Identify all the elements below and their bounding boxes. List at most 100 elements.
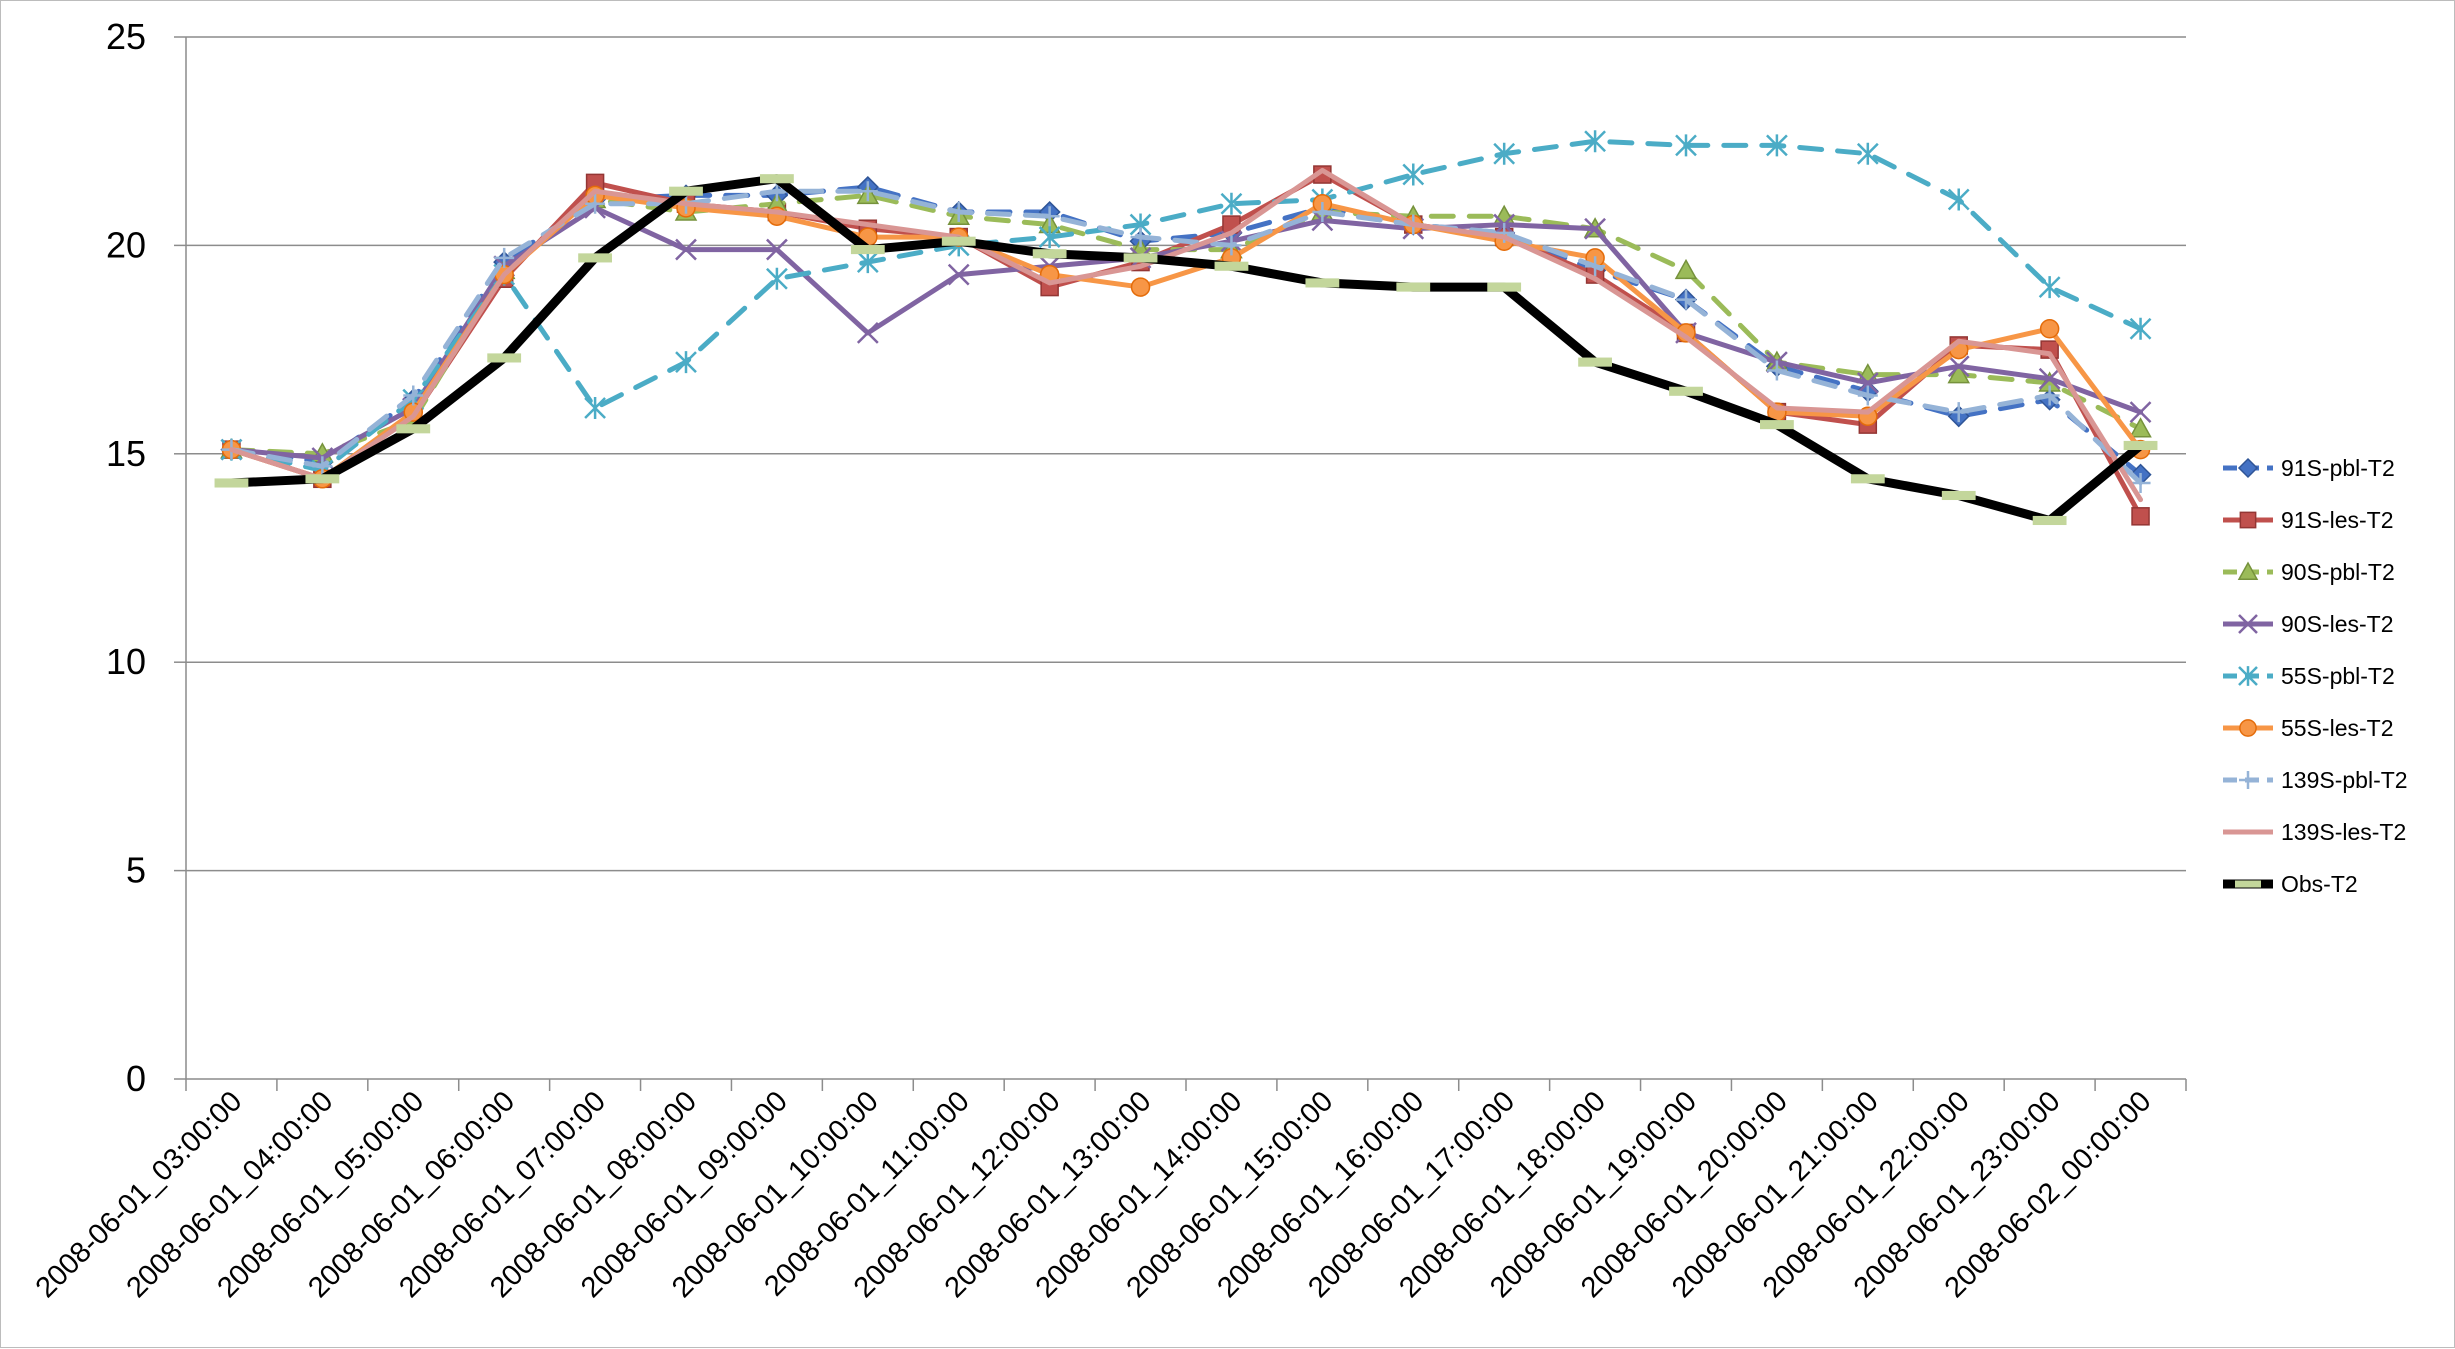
data-point [1947,363,1971,384]
data-point [1584,217,1606,240]
series-line [228,167,2144,503]
axis-layer [174,36,2187,1091]
data-point [2038,276,2061,299]
data-point [948,202,969,223]
data-point [2235,880,2261,888]
y-tick-label: 10 [106,641,146,682]
data-point [760,174,794,184]
data-point [1585,256,1606,277]
data-point [403,385,424,406]
data-point [766,267,788,290]
data-point [2237,561,2259,580]
series-55S-les-T2 [221,185,2151,489]
data-point [1948,402,1969,423]
legend-label: 91S-les-T2 [2281,507,2393,533]
data-point [1130,277,1151,297]
y-tick-labels: 0 5 10 15 20 25 [106,16,146,1099]
y-tick-label: 0 [126,1058,146,1099]
data-point [1669,386,1703,396]
x-tick-labels: 2008-06-01_03:00:002008-06-01_04:00:0020… [30,1085,2158,1304]
data-point [578,253,612,263]
y-tick-label: 20 [106,224,146,265]
data-point [2130,472,2151,493]
data-point [1312,202,1333,223]
data-point [214,478,249,488]
data-point [2238,666,2258,686]
data-point [2123,440,2158,451]
legend-label: 90S-pbl-T2 [2281,559,2395,585]
data-point [1220,192,1243,215]
data-point [947,263,970,286]
data-point [1856,142,1879,165]
grid-layer [186,36,2186,872]
data-point [1947,188,1970,211]
data-point [585,193,606,214]
data-point [856,251,879,274]
series-Obs-T2 [214,174,2158,526]
y-tick-label: 15 [106,433,146,474]
legend-entry: Obs-T2 [2223,871,2358,897]
legend-entry: 55S-les-T2 [2223,715,2393,741]
data-point [1039,206,1060,227]
data-point [1675,134,1697,157]
legend-entry: 90S-les-T2 [2223,611,2393,637]
data-point [850,245,885,255]
data-point [675,238,697,261]
data-point [1130,227,1151,248]
series-139S-les-T2 [228,167,2144,503]
data-point [1214,261,1249,271]
legend-label: 55S-pbl-T2 [2281,663,2395,689]
series-139S-pbl-T2 [221,181,2151,493]
legend-entry: 91S-pbl-T2 [2223,455,2395,481]
data-point [1584,130,1606,153]
data-point [1038,226,1061,249]
data-point [2239,771,2257,789]
legend-entry: 91S-les-T2 [2223,507,2393,533]
legend-label: Obs-T2 [2281,871,2358,897]
data-point [669,186,703,196]
data-point [2038,367,2061,390]
data-point [1941,490,1976,501]
data-point [941,236,976,246]
series-line [228,184,2144,478]
data-point [1760,420,1794,430]
data-point [1493,142,1516,165]
data-point [1305,278,1340,288]
legend-label: 139S-pbl-T2 [2281,767,2408,793]
legend: 91S-pbl-T2 91S-les-T2 90S-pbl-T2 90S-les-T2… [2223,455,2408,897]
data-point [2237,457,2259,479]
data-point [766,181,787,202]
legend-label: 55S-les-T2 [2281,715,2393,741]
series-line [228,138,2144,473]
series-layer [214,130,2158,526]
legend-entry: 139S-les-T2 [2223,819,2406,845]
data-point [2131,507,2150,526]
legend-entry: 139S-pbl-T2 [2223,767,2408,793]
data-point [1487,282,1522,292]
data-point [1396,282,1431,292]
legend-label: 139S-les-T2 [2281,819,2406,845]
data-point [2129,401,2152,424]
data-point [494,247,515,268]
legend-label: 90S-les-T2 [2281,611,2393,637]
data-point [2239,511,2257,529]
data-point [305,474,340,484]
legend-entry: 55S-pbl-T2 [2223,663,2395,689]
data-point [487,353,522,363]
y-tick-label: 5 [126,850,146,891]
data-point [1402,163,1425,186]
legend-entry: 90S-pbl-T2 [2223,559,2395,585]
data-point [1674,258,1698,280]
data-point [584,396,606,419]
data-point [1578,357,1612,367]
data-point [1032,249,1067,259]
data-point [2032,515,2067,526]
data-point [2129,417,2152,438]
legend-label: 91S-pbl-T2 [2281,455,2395,481]
data-point [1766,134,1788,157]
data-point [1850,474,1885,484]
data-point [1856,372,1879,394]
data-point [857,181,878,202]
